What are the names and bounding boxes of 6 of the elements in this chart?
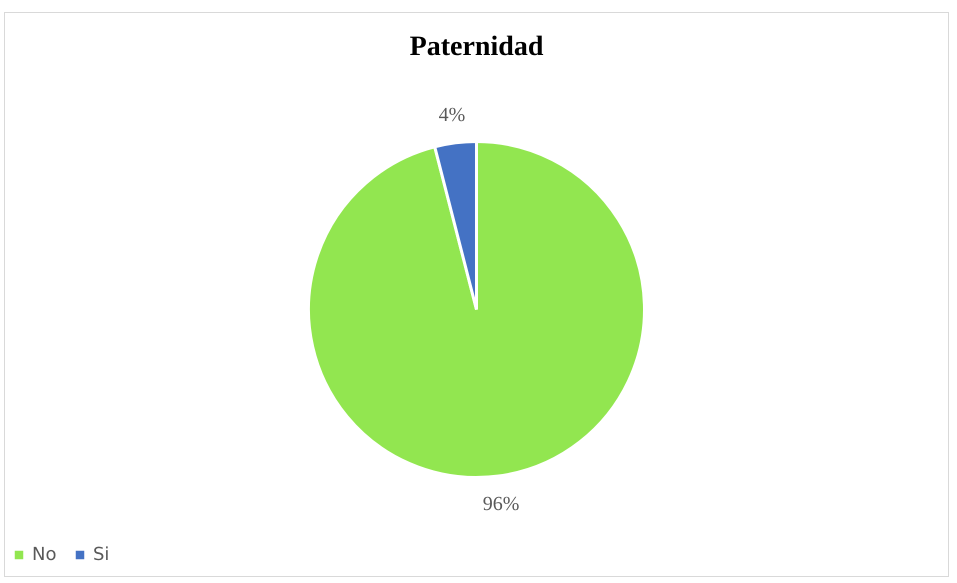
pie-slice	[307, 140, 646, 479]
legend-label: Si	[93, 544, 110, 565]
chart-title: Paternidad	[410, 31, 544, 62]
legend-label: No	[32, 544, 56, 565]
data-label: 96%	[482, 492, 520, 515]
data-label: 4%	[438, 104, 466, 126]
